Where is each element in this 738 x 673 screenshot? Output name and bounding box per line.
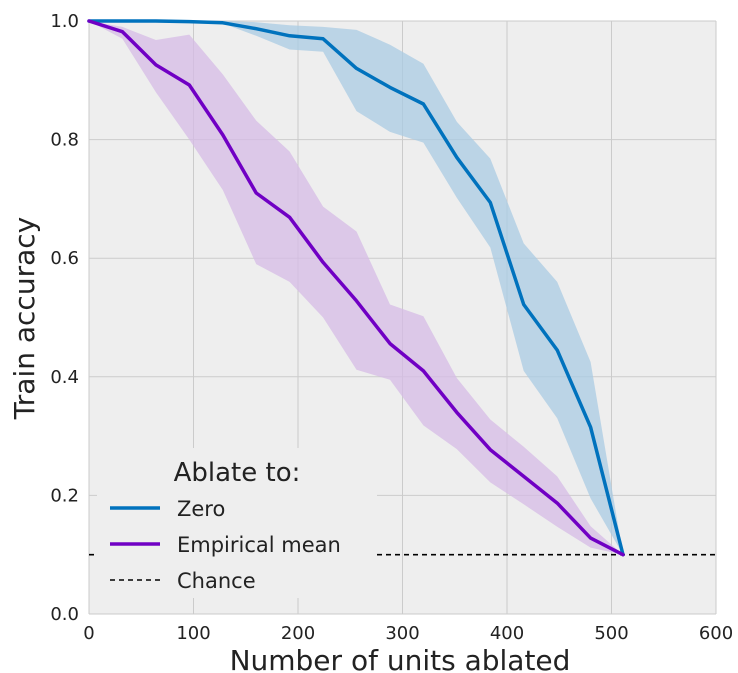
y-tick-label: 1.0: [50, 11, 79, 32]
series-line-empirical-mean: [87, 19, 625, 557]
x-tick-label: 400: [490, 623, 524, 644]
y-tick-label: 0.0: [50, 604, 79, 625]
legend-label-empirical-mean: Empirical mean: [177, 533, 341, 557]
y-axis-label: Train accuracy: [8, 217, 41, 420]
y-tick-label: 0.6: [50, 248, 79, 269]
y-tick-label: 0.4: [50, 367, 79, 388]
x-tick-label: 500: [594, 623, 628, 644]
legend-title: Ablate to:: [174, 458, 301, 488]
series-band-zero: [89, 21, 623, 555]
y-tick-label: 0.2: [50, 485, 79, 506]
x-tick-label: 0: [83, 623, 94, 644]
legend-label-zero: Zero: [177, 497, 225, 521]
y-tick-label: 0.8: [50, 130, 79, 151]
legend-box: [97, 448, 377, 598]
series-band-empirical-mean: [89, 21, 623, 555]
series-line-zero: [87, 19, 625, 557]
x-tick-label: 100: [176, 623, 210, 644]
x-axis-label: Number of units ablated: [230, 644, 571, 673]
x-tick-label: 300: [385, 623, 419, 644]
legend-label-chance: Chance: [177, 569, 256, 593]
x-tick-label: 600: [699, 623, 733, 644]
x-tick-label: 200: [281, 623, 315, 644]
